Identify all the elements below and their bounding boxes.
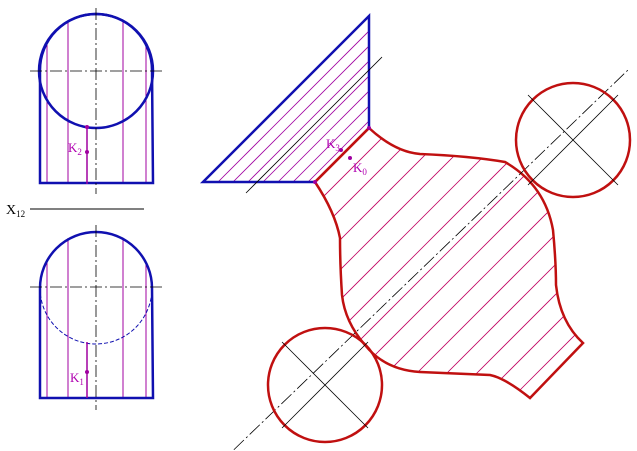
top-view-dashes: [67, 20, 124, 120]
bottom-view-generatrices: [46, 238, 147, 398]
k-points-main: K3 K0: [313, 126, 371, 184]
triangle-axis: [245, 56, 383, 194]
k2-label: K2: [68, 140, 82, 157]
main-outline: [313, 126, 585, 400]
k0-label: K0: [353, 160, 367, 177]
k-top-point: [367, 126, 371, 130]
upper-right-circle-outline: [514, 81, 632, 199]
k1-label: K1: [70, 370, 84, 387]
k1-point: [85, 370, 89, 374]
cut-edge: [314, 127, 370, 183]
bottom-view: K1: [30, 225, 162, 410]
top-view-outline: [38, 12, 155, 185]
k2-point: [85, 150, 89, 154]
bottom-view-hidden-arc: [39, 287, 153, 345]
upper-right-circle-cross-2: [527, 94, 619, 186]
axis-x12: X12: [6, 203, 144, 219]
main-section: [231, 56, 629, 451]
top-view-generatrices: [46, 20, 147, 183]
axis-label: X12: [6, 203, 25, 219]
triangle-section: [199, 12, 371, 184]
diagonal-axis: [231, 69, 629, 451]
lower-left-circle-cross-2: [281, 341, 369, 429]
triangle-hatch: [203, 16, 369, 182]
upper-right-circle: [514, 81, 632, 199]
bottom-view-outline: [38, 230, 155, 400]
top-view: K2: [30, 8, 162, 194]
k-bottom-point: [313, 180, 317, 184]
lower-left-circle-outline: [266, 326, 384, 444]
k2-top-point: [85, 125, 89, 129]
triangle-outline: [199, 12, 371, 184]
k0-point: [348, 156, 352, 160]
k3-label: K3: [326, 136, 340, 153]
lower-left-circle: [266, 326, 384, 444]
k3-point: [339, 148, 343, 152]
